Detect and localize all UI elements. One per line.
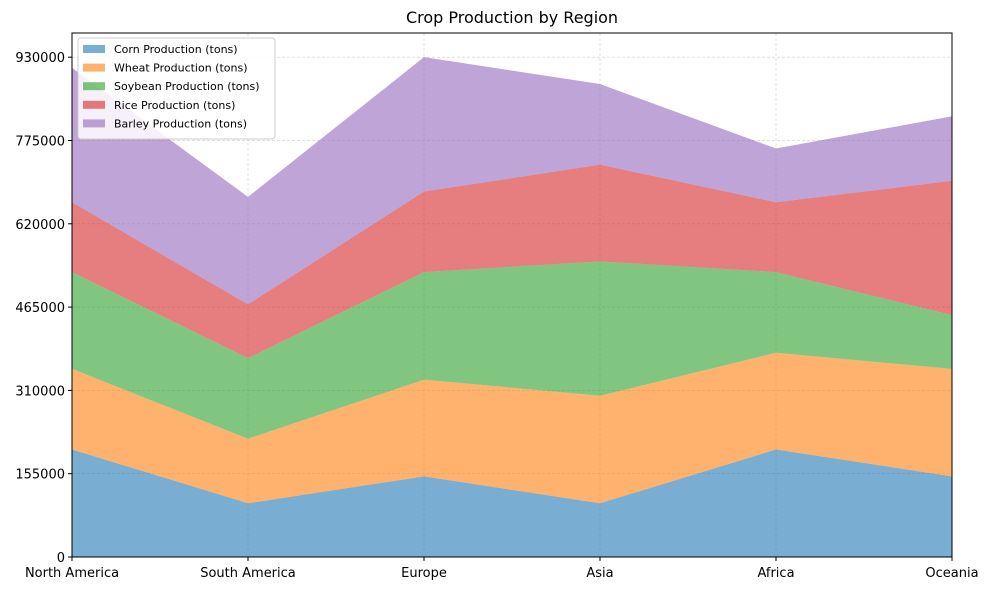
legend-swatch [83, 63, 105, 72]
legend-label: Barley Production (tons) [114, 117, 247, 130]
x-tick-label: Africa [757, 566, 794, 581]
legend-label: Wheat Production (tons) [114, 62, 248, 75]
chart-title: Crop Production by Region [406, 8, 618, 27]
area-series-2 [72, 352, 952, 504]
x-tick-label: Europe [401, 566, 447, 581]
area-series-4 [72, 164, 952, 359]
legend-swatch [83, 119, 105, 128]
x-tick-label: South America [200, 566, 296, 581]
legend-swatch [83, 82, 105, 91]
area-series-5 [72, 57, 952, 305]
y-tick-label: 465000 [15, 301, 65, 316]
y-tick-label: 775000 [15, 134, 65, 149]
x-tick-label: Oceania [925, 566, 978, 581]
y-tick-label: 620000 [15, 218, 65, 233]
legend-label: Rice Production (tons) [114, 99, 235, 112]
legend-swatch [83, 45, 105, 53]
plot-frame [71, 32, 953, 558]
x-tick-label: North America [25, 566, 119, 581]
legend-swatch [83, 100, 105, 109]
x-tick-label: Asia [586, 566, 613, 581]
legend-label: Corn Production (tons) [114, 43, 238, 56]
y-tick-label: 310000 [15, 384, 65, 399]
legend-label: Soybean Production (tons) [114, 80, 260, 93]
legend: Corn Production (tons) Wheat Production (… [77, 37, 276, 140]
area-series-group [72, 57, 952, 557]
area-series-1 [72, 449, 952, 557]
area-series-3 [72, 261, 952, 439]
y-tick-label: 930000 [15, 51, 65, 66]
y-tick-label: 155000 [15, 468, 65, 483]
legend-box [77, 37, 276, 140]
y-tick-label: 0 [57, 551, 65, 566]
axis-ticks: North America South America Europe Asia Afri… [15, 51, 978, 581]
